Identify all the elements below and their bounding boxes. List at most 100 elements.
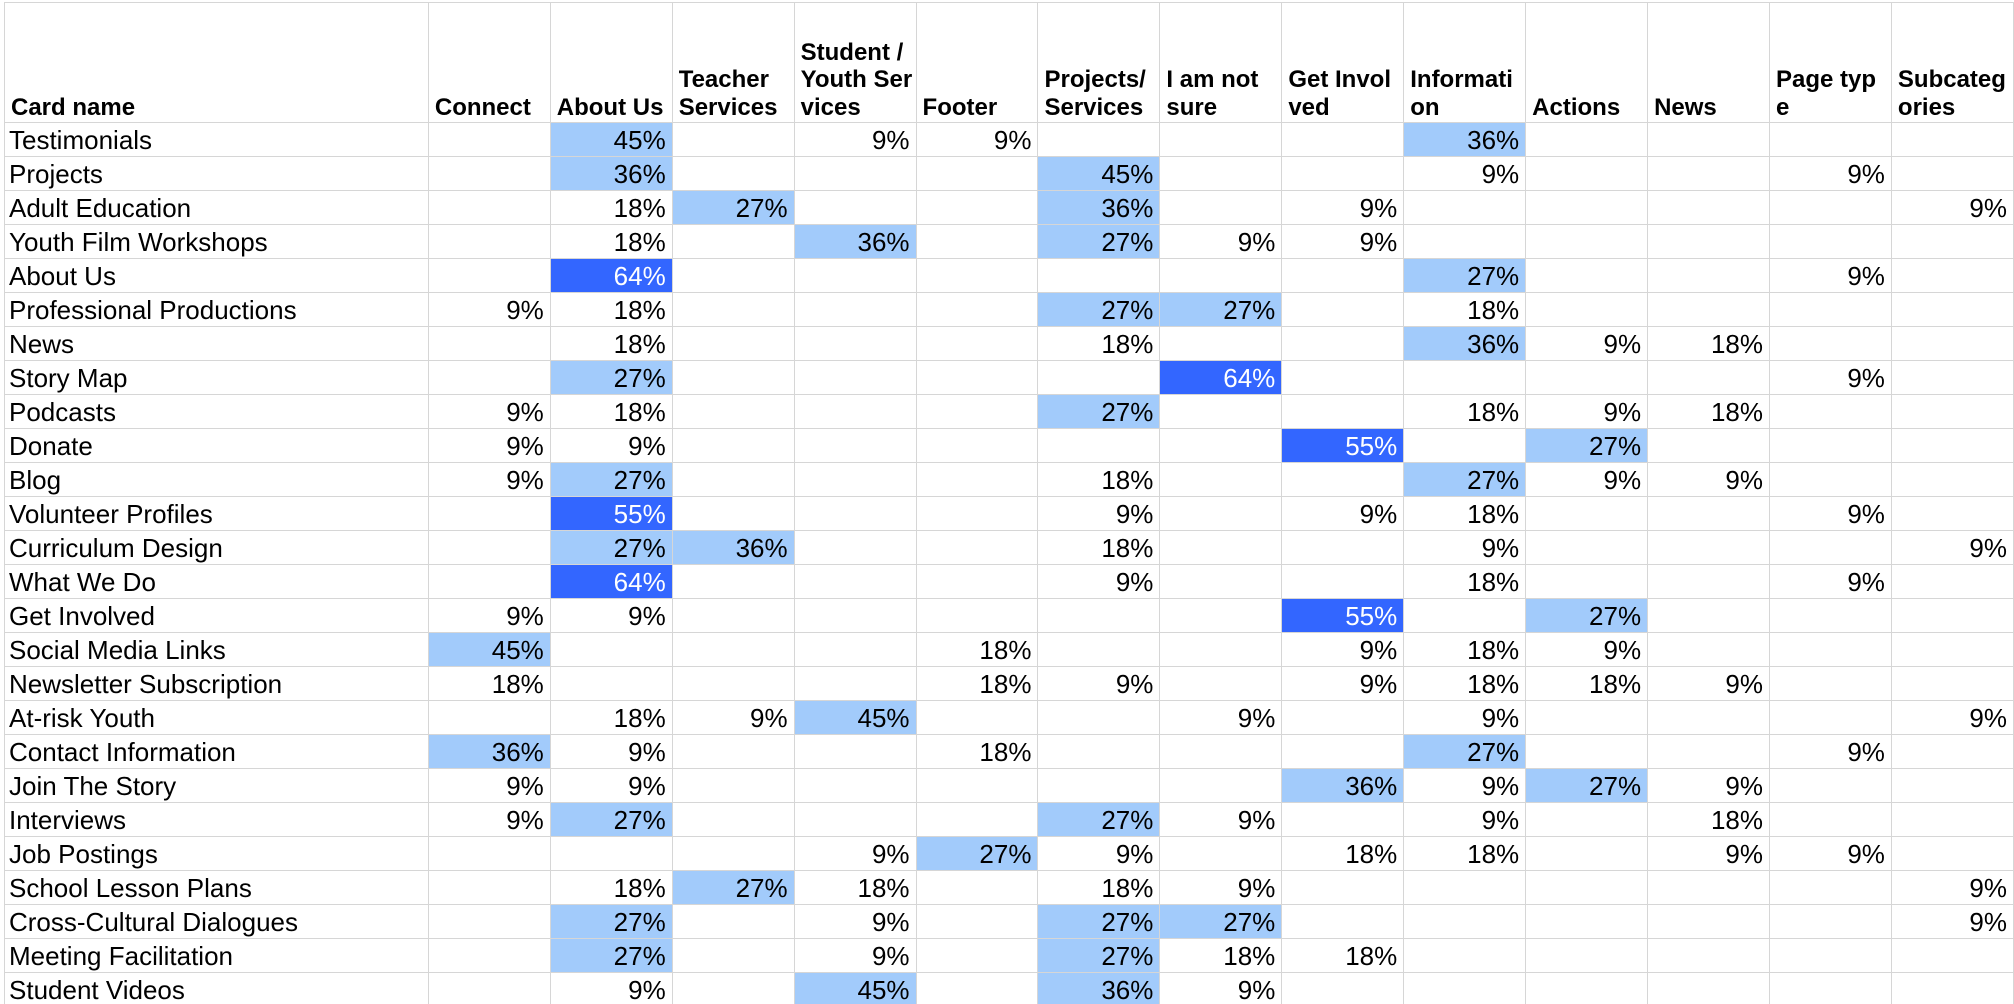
column-header-get-involved: Get Involved: [1281, 2, 1405, 123]
percent-cell: 36%: [1037, 972, 1161, 1004]
percent-cell: [1769, 326, 1892, 361]
percent-cell: 27%: [1403, 734, 1527, 769]
table-row: Professional Productions 9% 18% 27% 27% 18%: [4, 292, 2014, 327]
percent-cell: [1403, 224, 1527, 259]
table-row: Join The Story 9% 9% 36% 9% 27% 9%: [4, 768, 2014, 803]
percent-cell: [671, 496, 795, 531]
percent-cell: [671, 326, 795, 361]
percent-cell: 36%: [427, 734, 551, 769]
percent-cell: [1525, 564, 1649, 599]
percent-cell: [793, 190, 917, 225]
percent-cell: 27%: [549, 904, 673, 939]
percent-cell: 9%: [1525, 326, 1649, 361]
percent-cell: 18%: [1403, 394, 1527, 429]
percent-cell: [1037, 632, 1161, 667]
percent-cell: 27%: [1037, 938, 1161, 973]
percent-cell: 9%: [427, 292, 551, 327]
percent-cell: 9%: [1403, 156, 1527, 191]
percent-cell: [427, 938, 551, 973]
percent-cell: 18%: [915, 734, 1039, 769]
percent-cell: [1647, 428, 1770, 463]
table-row: Blog 9% 27% 18% 27% 9% 9%: [4, 462, 2014, 497]
percent-cell: 9%: [1159, 972, 1283, 1004]
percent-cell: [427, 326, 551, 361]
percent-cell: [671, 394, 795, 429]
percent-cell: 18%: [549, 326, 673, 361]
card-name-cell: Student Videos: [4, 972, 429, 1004]
table-row: Podcasts 9% 18% 27% 18% 9% 18%: [4, 394, 2014, 429]
percent-cell: [1159, 428, 1283, 463]
column-header-card-name: Card name: [4, 2, 429, 123]
percent-cell: 18%: [1037, 870, 1161, 905]
percent-cell: [793, 462, 917, 497]
percent-cell: [427, 700, 551, 735]
percent-cell: [1769, 972, 1892, 1004]
percent-cell: [1525, 496, 1649, 531]
percent-cell: [1281, 258, 1405, 293]
percent-cell: 9%: [1403, 530, 1527, 565]
column-header-connect: Connect: [427, 2, 551, 123]
table-row: Newsletter Subscription 18% 18% 9% 9% 18% 18% 9…: [4, 666, 2014, 701]
table-row: Curriculum Design 27% 36% 18% 9% 9%: [4, 530, 2014, 565]
percent-cell: 27%: [1037, 224, 1161, 259]
card-name-cell: Projects: [4, 156, 429, 191]
table-row: Student Videos 9% 45% 36% 9%: [4, 972, 2014, 1004]
percent-cell: 9%: [1281, 632, 1405, 667]
table-row: At-risk Youth 18% 9% 45% 9% 9% 9%: [4, 700, 2014, 735]
percent-cell: [1281, 564, 1405, 599]
percent-cell: [427, 564, 551, 599]
percent-cell: [1769, 428, 1892, 463]
percent-cell: [1525, 836, 1649, 871]
percent-cell: 45%: [427, 632, 551, 667]
percent-cell: [1890, 632, 2014, 667]
percent-cell: 9%: [793, 938, 917, 973]
card-name-cell: Get Involved: [4, 598, 429, 633]
percent-cell: [1159, 666, 1283, 701]
percent-cell: 9%: [793, 904, 917, 939]
percent-cell: 18%: [1159, 938, 1283, 973]
table-row: Cross-Cultural Dialogues 27% 9% 27% 27% 9%: [4, 904, 2014, 939]
percent-cell: 9%: [1281, 190, 1405, 225]
percent-cell: 9%: [1403, 700, 1527, 735]
column-header-projects-services: Projects/Services: [1037, 2, 1161, 123]
percent-cell: 27%: [915, 836, 1039, 871]
percent-cell: 9%: [1647, 836, 1770, 871]
percent-cell: 55%: [1281, 428, 1405, 463]
percent-cell: [1281, 802, 1405, 837]
percent-cell: [1647, 190, 1770, 225]
percent-cell: [1647, 224, 1770, 259]
percent-cell: 18%: [1037, 326, 1161, 361]
percent-cell: 45%: [793, 700, 917, 735]
percent-cell: 9%: [1159, 700, 1283, 735]
percent-cell: [1159, 530, 1283, 565]
percent-cell: [1647, 938, 1770, 973]
percent-cell: [1159, 598, 1283, 633]
percent-cell: [1890, 224, 2014, 259]
percent-cell: 9%: [1281, 224, 1405, 259]
percent-cell: [1890, 598, 2014, 633]
percent-cell: 9%: [1769, 258, 1892, 293]
percent-cell: [915, 768, 1039, 803]
percent-cell: 55%: [1281, 598, 1405, 633]
percent-cell: 9%: [671, 700, 795, 735]
percent-cell: [671, 972, 795, 1004]
percent-cell: [915, 904, 1039, 939]
card-name-cell: What We Do: [4, 564, 429, 599]
percent-cell: [1037, 598, 1161, 633]
card-name-cell: Join The Story: [4, 768, 429, 803]
percent-cell: 9%: [793, 836, 917, 871]
column-header-subcategories: Subcategories: [1890, 2, 2014, 123]
percent-cell: [1890, 768, 2014, 803]
percent-cell: [1890, 666, 2014, 701]
percent-cell: [1769, 530, 1892, 565]
percent-cell: 36%: [1037, 190, 1161, 225]
percent-cell: [793, 768, 917, 803]
table-row: Get Involved 9% 9% 55% 27%: [4, 598, 2014, 633]
percent-cell: 9%: [1890, 700, 2014, 735]
percent-cell: [671, 258, 795, 293]
percent-cell: [1890, 394, 2014, 429]
percent-cell: [1281, 700, 1405, 735]
percent-cell: 9%: [1647, 462, 1770, 497]
percent-cell: [1525, 802, 1649, 837]
percent-cell: [915, 462, 1039, 497]
